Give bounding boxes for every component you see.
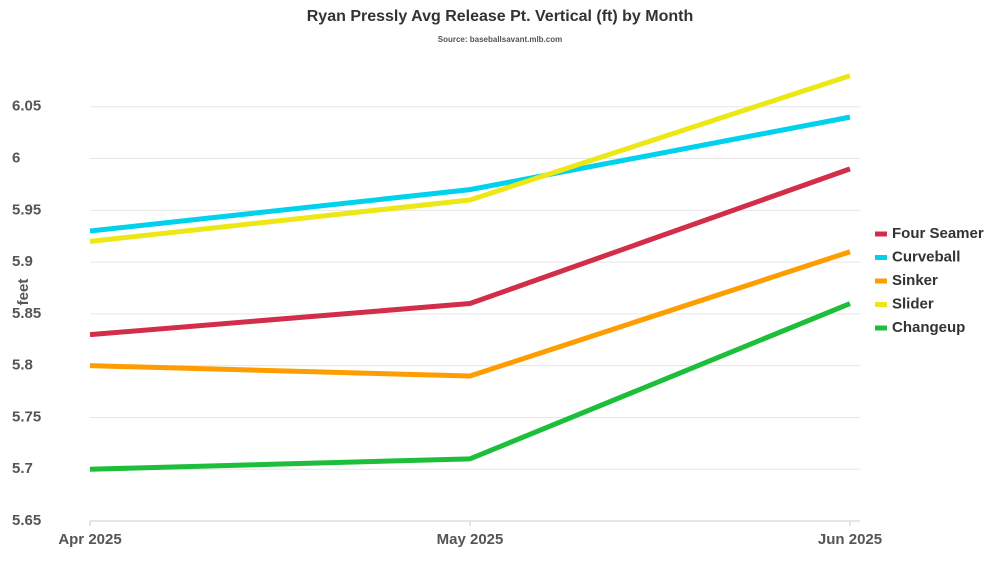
y-tick-label: 5.9 [12, 253, 33, 270]
legend-swatch [875, 255, 887, 260]
y-tick-label: 5.7 [12, 460, 33, 477]
x-tick-label: Jun 2025 [818, 531, 882, 548]
y-tick-label: 5.65 [12, 512, 41, 529]
chart-title: Ryan Pressly Avg Release Pt. Vertical (f… [307, 8, 694, 25]
legend-label: Four Seamer [892, 225, 984, 242]
line-series [89, 249, 851, 379]
legend-swatch [875, 231, 887, 237]
legend: Four Seamer Curveball Sinker Slider Changeup [875, 225, 984, 336]
line-series [89, 114, 851, 234]
legend-label: Slider [892, 295, 934, 312]
y-tick-label: 5.85 [12, 305, 41, 322]
legend-label: Changeup [892, 319, 965, 336]
x-tick-label: May 2025 [437, 531, 504, 548]
legend-swatch [875, 278, 887, 284]
line-series [89, 166, 851, 338]
y-tick-label: 5.8 [12, 357, 33, 374]
line-series [89, 301, 851, 472]
line-series [89, 73, 851, 244]
legend-swatch [875, 325, 887, 331]
chart-subtitle: Source: baseballsavant.mlb.com [438, 35, 563, 44]
y-tick-label: 5.75 [12, 408, 41, 425]
legend-label: Sinker [892, 272, 938, 289]
y-tick-label: 5.95 [12, 201, 41, 218]
y-tick-label: 6 [12, 150, 20, 167]
grid [90, 106, 860, 522]
legend-label: Curveball [892, 248, 960, 265]
y-tick-label: 6.05 [12, 98, 41, 115]
x-tick-label: Apr 2025 [58, 531, 121, 548]
y-axis-title: feet [15, 279, 32, 306]
legend-swatch [875, 302, 887, 307]
